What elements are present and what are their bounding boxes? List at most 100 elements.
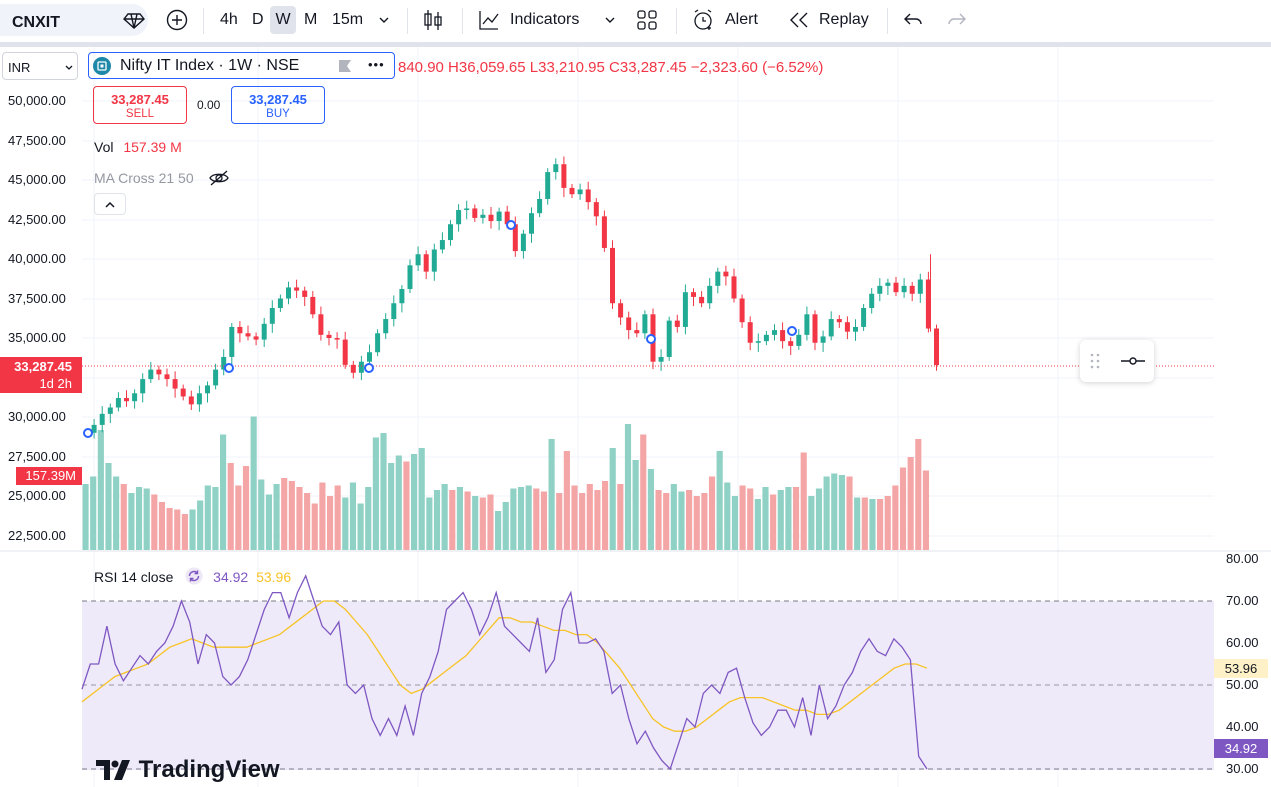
candle-body: [747, 322, 753, 343]
add-symbol-icon[interactable]: [166, 9, 188, 36]
ma-cross-marker: [787, 326, 797, 336]
volume-bar: [487, 494, 494, 550]
candle-body: [618, 303, 624, 318]
candle-body: [350, 364, 356, 373]
sell-button[interactable]: 33,287.45 SELL: [93, 86, 187, 124]
indicators-button[interactable]: Indicators: [510, 11, 580, 28]
indicators-dropdown-chevron-icon[interactable]: [603, 13, 617, 32]
candle-body: [205, 385, 210, 394]
symbol-legend[interactable]: Nifty IT Index · 1W · NSE •••: [88, 52, 395, 79]
candle-body: [529, 213, 534, 234]
candle-body: [496, 211, 502, 222]
rsi-refresh-icon[interactable]: [185, 567, 207, 588]
volume-bar: [227, 463, 234, 550]
buy-button[interactable]: 33,287.45 BUY: [231, 86, 325, 124]
horizontal-line-tool-icon[interactable]: [1120, 354, 1146, 373]
volume-bar: [220, 434, 227, 550]
candle-body: [723, 271, 729, 277]
candle-body: [172, 379, 178, 389]
rsi-ma-tag: 53.96: [1214, 659, 1268, 678]
candle-body: [844, 322, 850, 332]
collapse-legend-button[interactable]: [94, 193, 126, 215]
ma-cross-legend[interactable]: MA Cross 21 50: [94, 167, 229, 186]
compare-diamond-icon[interactable]: [122, 10, 146, 35]
candle-type-icon[interactable]: [422, 8, 444, 37]
volume-bar: [120, 484, 127, 550]
rsi-legend[interactable]: RSI 14 close 34.92 53.96: [94, 564, 291, 585]
volume-bar: [334, 485, 341, 550]
candle-body: [788, 341, 794, 346]
candle-body: [367, 352, 372, 362]
sell-label: SELL: [125, 108, 155, 120]
bar-countdown: 1d 2h: [39, 376, 72, 391]
candle-body: [91, 424, 97, 433]
volume-bar: [655, 490, 662, 550]
volume-bar: [533, 488, 540, 550]
hidden-eye-icon[interactable]: [208, 170, 230, 189]
volume-bar: [540, 491, 548, 550]
volume-bar: [594, 490, 601, 550]
currency-selector[interactable]: INR: [2, 52, 78, 80]
candle-body: [391, 303, 397, 320]
candle-body: [504, 211, 510, 225]
volume-bar: [388, 463, 395, 550]
flag-icon[interactable]: [338, 59, 352, 78]
candle-body: [286, 287, 291, 299]
candle-body: [439, 240, 445, 250]
drag-handle-icon[interactable]: [1090, 353, 1100, 374]
candle-body: [302, 290, 308, 297]
volume-bar: [701, 493, 708, 550]
volume-bar: [708, 476, 716, 550]
chart-canvas[interactable]: [0, 47, 1271, 787]
candle-body: [294, 287, 300, 291]
tradingview-logo[interactable]: TradingView: [96, 756, 280, 784]
volume-bar: [846, 476, 853, 550]
undo-icon[interactable]: [902, 10, 924, 35]
candle-body: [448, 224, 453, 241]
divider: [462, 8, 463, 34]
alert-button[interactable]: Alert: [725, 11, 758, 28]
volume-bar: [456, 487, 463, 550]
layouts-grid-icon[interactable]: [636, 9, 658, 36]
volume-bar: [861, 497, 868, 550]
rsi-axis-label: 30.00: [1226, 761, 1259, 776]
volume-legend[interactable]: Vol 157.39 M: [94, 139, 182, 155]
volume-bar: [693, 496, 700, 550]
legend-more-icon[interactable]: •••: [368, 57, 385, 72]
chevron-up-icon: [104, 198, 116, 216]
indicators-icon[interactable]: [477, 8, 501, 37]
volume-bar: [311, 503, 318, 550]
ma-cross-marker: [364, 363, 374, 373]
candle-body: [658, 356, 664, 362]
floating-drawing-widget[interactable]: [1080, 340, 1154, 382]
currency-label: INR: [8, 60, 31, 75]
volume-bar: [433, 490, 441, 550]
rsi-axis-label: 80.00: [1226, 551, 1259, 566]
interval-15m[interactable]: 15m: [332, 11, 364, 28]
price-axis-label: 40,000.00: [8, 251, 66, 266]
ohlc-values: 840.90 H36,059.65 L33,210.95 C33,287.45 …: [398, 59, 824, 76]
interval-4h[interactable]: 4h: [220, 11, 238, 28]
volume-bar: [899, 467, 907, 550]
candle-body: [577, 189, 583, 195]
candle-body: [545, 172, 551, 199]
interval-d[interactable]: D: [252, 11, 264, 28]
volume-bar: [869, 499, 876, 550]
buy-price: 33,287.45: [249, 92, 307, 107]
interval-dropdown-chevron-icon[interactable]: [377, 13, 391, 32]
candle-body: [277, 298, 283, 308]
redo-icon[interactable]: [946, 10, 968, 35]
rsi-tag: 34.92: [1214, 739, 1268, 758]
volume-bar: [151, 494, 158, 550]
replay-rewind-icon[interactable]: [788, 10, 810, 35]
symbol-search[interactable]: CNXIT: [0, 4, 148, 36]
volume-bar: [258, 479, 265, 550]
candle-body: [107, 407, 113, 414]
candle-body: [796, 334, 802, 346]
interval-m[interactable]: M: [304, 11, 318, 28]
replay-button[interactable]: Replay: [819, 11, 869, 28]
interval-w[interactable]: W: [270, 6, 296, 34]
candle-body: [634, 330, 640, 334]
alert-clock-icon[interactable]: [691, 8, 715, 37]
candle-body: [553, 164, 559, 173]
